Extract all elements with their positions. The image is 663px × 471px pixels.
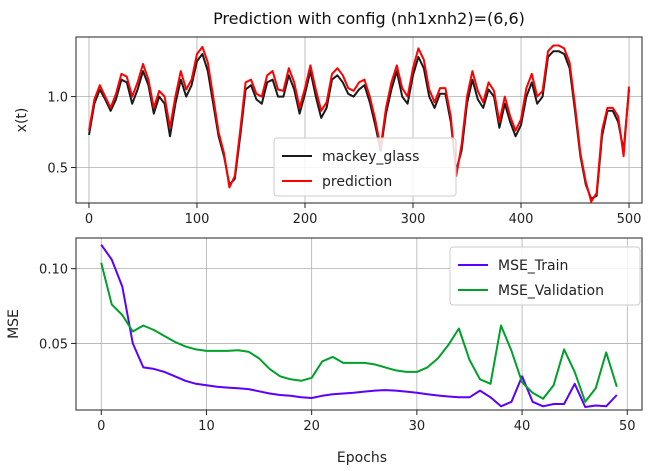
x-tick-label: 30 <box>409 419 426 434</box>
bottom-ylabel: MSE <box>6 309 22 339</box>
x-tick-label: 0 <box>85 212 93 227</box>
legend-box <box>273 137 457 197</box>
legend-label-prediction: prediction <box>322 174 392 190</box>
x-tick-label: 50 <box>619 419 636 434</box>
y-tick-label: 0.10 <box>39 263 68 278</box>
series-line-mse-validation <box>100 262 618 403</box>
legend-label-mackey-glass: mackey_glass <box>322 149 419 165</box>
x-tick-label: 300 <box>401 212 426 227</box>
series-line-mackey-glass <box>88 50 630 200</box>
x-tick-label: 10 <box>198 419 215 434</box>
bottom-plot-frame <box>75 237 643 411</box>
top-ylabel: x(t) <box>14 108 30 133</box>
y-tick-label: 0.05 <box>39 337 68 352</box>
bottom-legend: MSE_Train MSE_Validation <box>449 246 641 306</box>
x-tick-label: 100 <box>185 212 210 227</box>
top-legend: mackey_glass prediction <box>273 137 457 197</box>
series-line-mse-train <box>100 244 618 408</box>
x-tick-label: 40 <box>514 419 531 434</box>
bottom-xlabel: Epochs <box>337 450 387 466</box>
top-plot-frame <box>75 36 643 204</box>
top-chart-title: Prediction with config (nh1xnh2)=(6,6) <box>213 9 525 28</box>
x-tick-label: 200 <box>293 212 318 227</box>
top-panel: Prediction with config (nh1xnh2)=(6,6) 0… <box>14 9 643 227</box>
y-tick-label: 1.0 <box>47 91 68 106</box>
legend-label-mse-train: MSE_Train <box>498 258 568 274</box>
bottom-panel: 0 10 20 30 40 50 0.05 0.10 MSE Epochs MSE_Train… <box>6 237 643 466</box>
legend-label-mse-validation: MSE_Validation <box>498 283 604 299</box>
x-tick-label: 400 <box>509 212 534 227</box>
y-tick-label: 0.5 <box>47 162 68 177</box>
x-tick-label: 500 <box>617 212 642 227</box>
legend-box <box>449 246 641 306</box>
series-line-prediction <box>88 44 630 203</box>
x-tick-label: 0 <box>97 419 105 434</box>
x-tick-label: 20 <box>303 419 320 434</box>
